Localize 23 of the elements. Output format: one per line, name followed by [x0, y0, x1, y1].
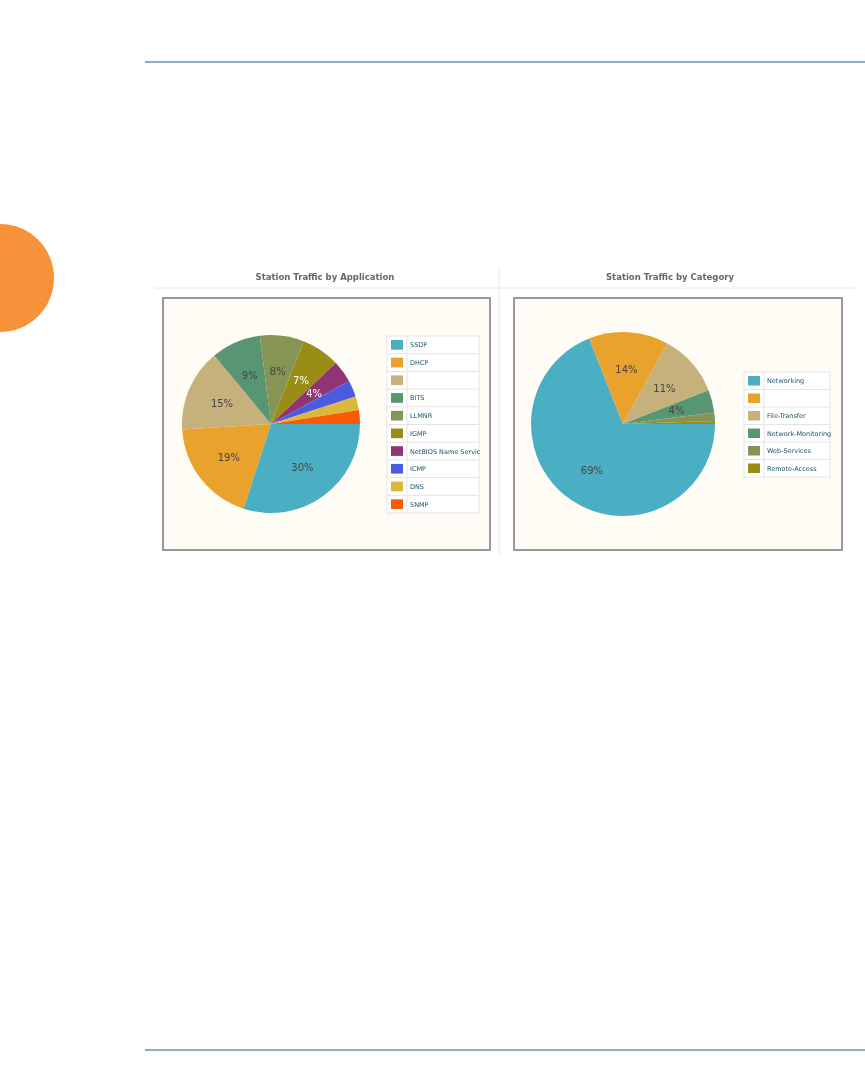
data-label: 30%: [291, 462, 314, 474]
pie-slice: [182, 355, 271, 430]
data-label: 11%: [653, 382, 676, 394]
pie-slice: [182, 424, 271, 509]
data-label: 15%: [210, 397, 234, 409]
data-label: 7%: [293, 374, 309, 386]
pie-slice: [214, 335, 271, 424]
data-label: 69%: [580, 464, 604, 476]
data-label: 19%: [217, 451, 240, 463]
data-label: 8%: [269, 366, 286, 378]
chart-title: Station Traffic by Application: [255, 272, 395, 282]
pie-slice: [623, 390, 715, 424]
data-label: 4%: [306, 387, 323, 399]
data-label: 14%: [615, 363, 638, 375]
data-label: 4%: [668, 405, 685, 417]
chart-title: Station Traffic by Category: [605, 272, 735, 282]
pie-slice: [271, 410, 360, 424]
data-label: 9%: [241, 369, 258, 381]
pie-slice: [271, 363, 349, 424]
pie-slice: [271, 341, 336, 424]
pie-slice: [243, 424, 360, 513]
pie-slice: [531, 338, 715, 516]
pie-slice: [271, 396, 359, 424]
